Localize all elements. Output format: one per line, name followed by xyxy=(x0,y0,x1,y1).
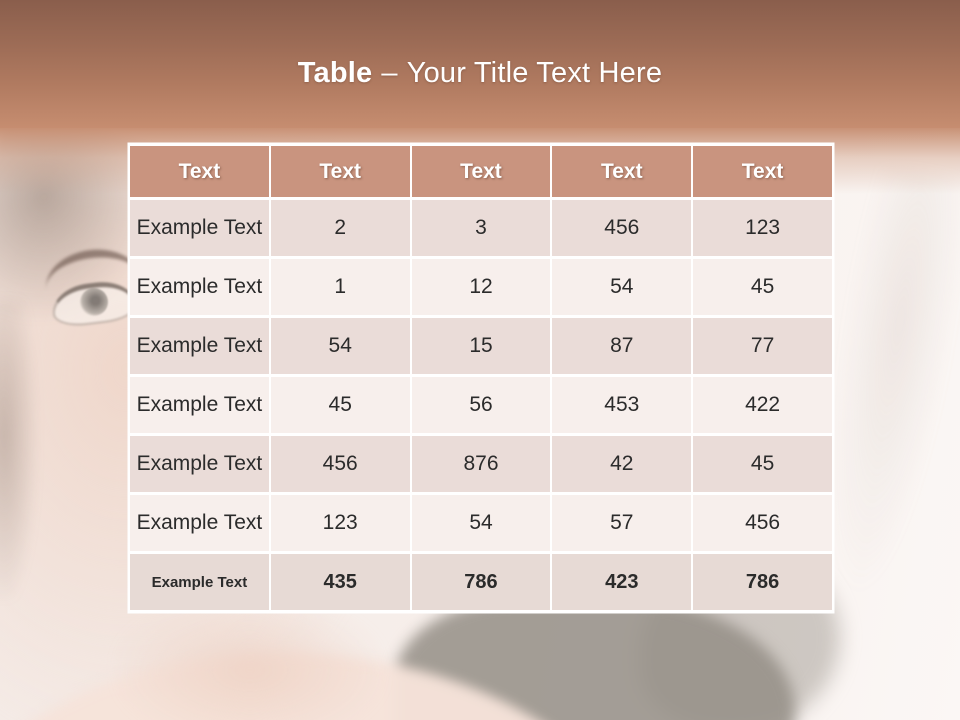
value-cell: 876 xyxy=(411,436,551,492)
value-cell: 786 xyxy=(693,554,832,610)
row-label: Example Text xyxy=(130,200,269,256)
value-cell: 87 xyxy=(552,318,692,374)
value-cell: 3 xyxy=(411,200,551,256)
value-cell: 456 xyxy=(693,495,832,551)
table-header-row: Text Text Text Text Text xyxy=(130,146,832,197)
value-cell: 123 xyxy=(693,200,832,256)
header-band xyxy=(0,0,960,128)
slide-title-separator: – xyxy=(381,57,398,89)
table-row: Example Text 1 12 54 45 xyxy=(130,259,832,315)
row-label: Example Text xyxy=(130,318,269,374)
column-header: Text xyxy=(552,146,692,197)
value-cell: 123 xyxy=(270,495,410,551)
value-cell: 786 xyxy=(411,554,551,610)
hair-strand-left xyxy=(0,300,37,600)
table-row: Example Text 54 15 87 77 xyxy=(130,318,832,374)
value-cell: 423 xyxy=(552,554,692,610)
row-label: Example Text xyxy=(130,436,269,492)
table-row: Example Text 456 876 42 45 xyxy=(130,436,832,492)
row-label: Example Text xyxy=(130,377,269,433)
table-row: Example Text 2 3 456 123 xyxy=(130,200,832,256)
data-table: Text Text Text Text Text Example Text 2 … xyxy=(128,143,834,613)
value-cell: 422 xyxy=(693,377,832,433)
column-header: Text xyxy=(270,146,410,197)
value-cell: 56 xyxy=(411,377,551,433)
neck-shading xyxy=(120,600,380,720)
column-header: Text xyxy=(130,146,269,197)
value-cell: 57 xyxy=(552,495,692,551)
value-cell: 1 xyxy=(270,259,410,315)
value-cell: 15 xyxy=(411,318,551,374)
slide-title-emphasis: Table xyxy=(297,57,373,89)
value-cell: 42 xyxy=(552,436,692,492)
row-label: Example Text xyxy=(130,554,269,610)
value-cell: 45 xyxy=(693,436,832,492)
value-cell: 54 xyxy=(411,495,551,551)
column-header: Text xyxy=(411,146,551,197)
value-cell: 77 xyxy=(693,318,832,374)
value-cell: 54 xyxy=(270,318,410,374)
table-row: Example Text 45 56 453 422 xyxy=(130,377,832,433)
slide-title: Table – Your Title Text Here xyxy=(0,57,960,90)
value-cell: 45 xyxy=(693,259,832,315)
table-container: Text Text Text Text Text Example Text 2 … xyxy=(128,143,834,613)
slide-title-rest: Your Title Text Here xyxy=(406,57,663,89)
value-cell: 45 xyxy=(270,377,410,433)
value-cell: 453 xyxy=(552,377,692,433)
row-label: Example Text xyxy=(130,259,269,315)
value-cell: 435 xyxy=(270,554,410,610)
value-cell: 54 xyxy=(552,259,692,315)
table-row: Example Text 123 54 57 456 xyxy=(130,495,832,551)
value-cell: 456 xyxy=(270,436,410,492)
row-label: Example Text xyxy=(130,495,269,551)
value-cell: 2 xyxy=(270,200,410,256)
value-cell: 456 xyxy=(552,200,692,256)
value-cell: 12 xyxy=(411,259,551,315)
eye-iris xyxy=(80,288,108,316)
column-header: Text xyxy=(693,146,832,197)
table-total-row: Example Text 435 786 423 786 xyxy=(130,554,832,610)
